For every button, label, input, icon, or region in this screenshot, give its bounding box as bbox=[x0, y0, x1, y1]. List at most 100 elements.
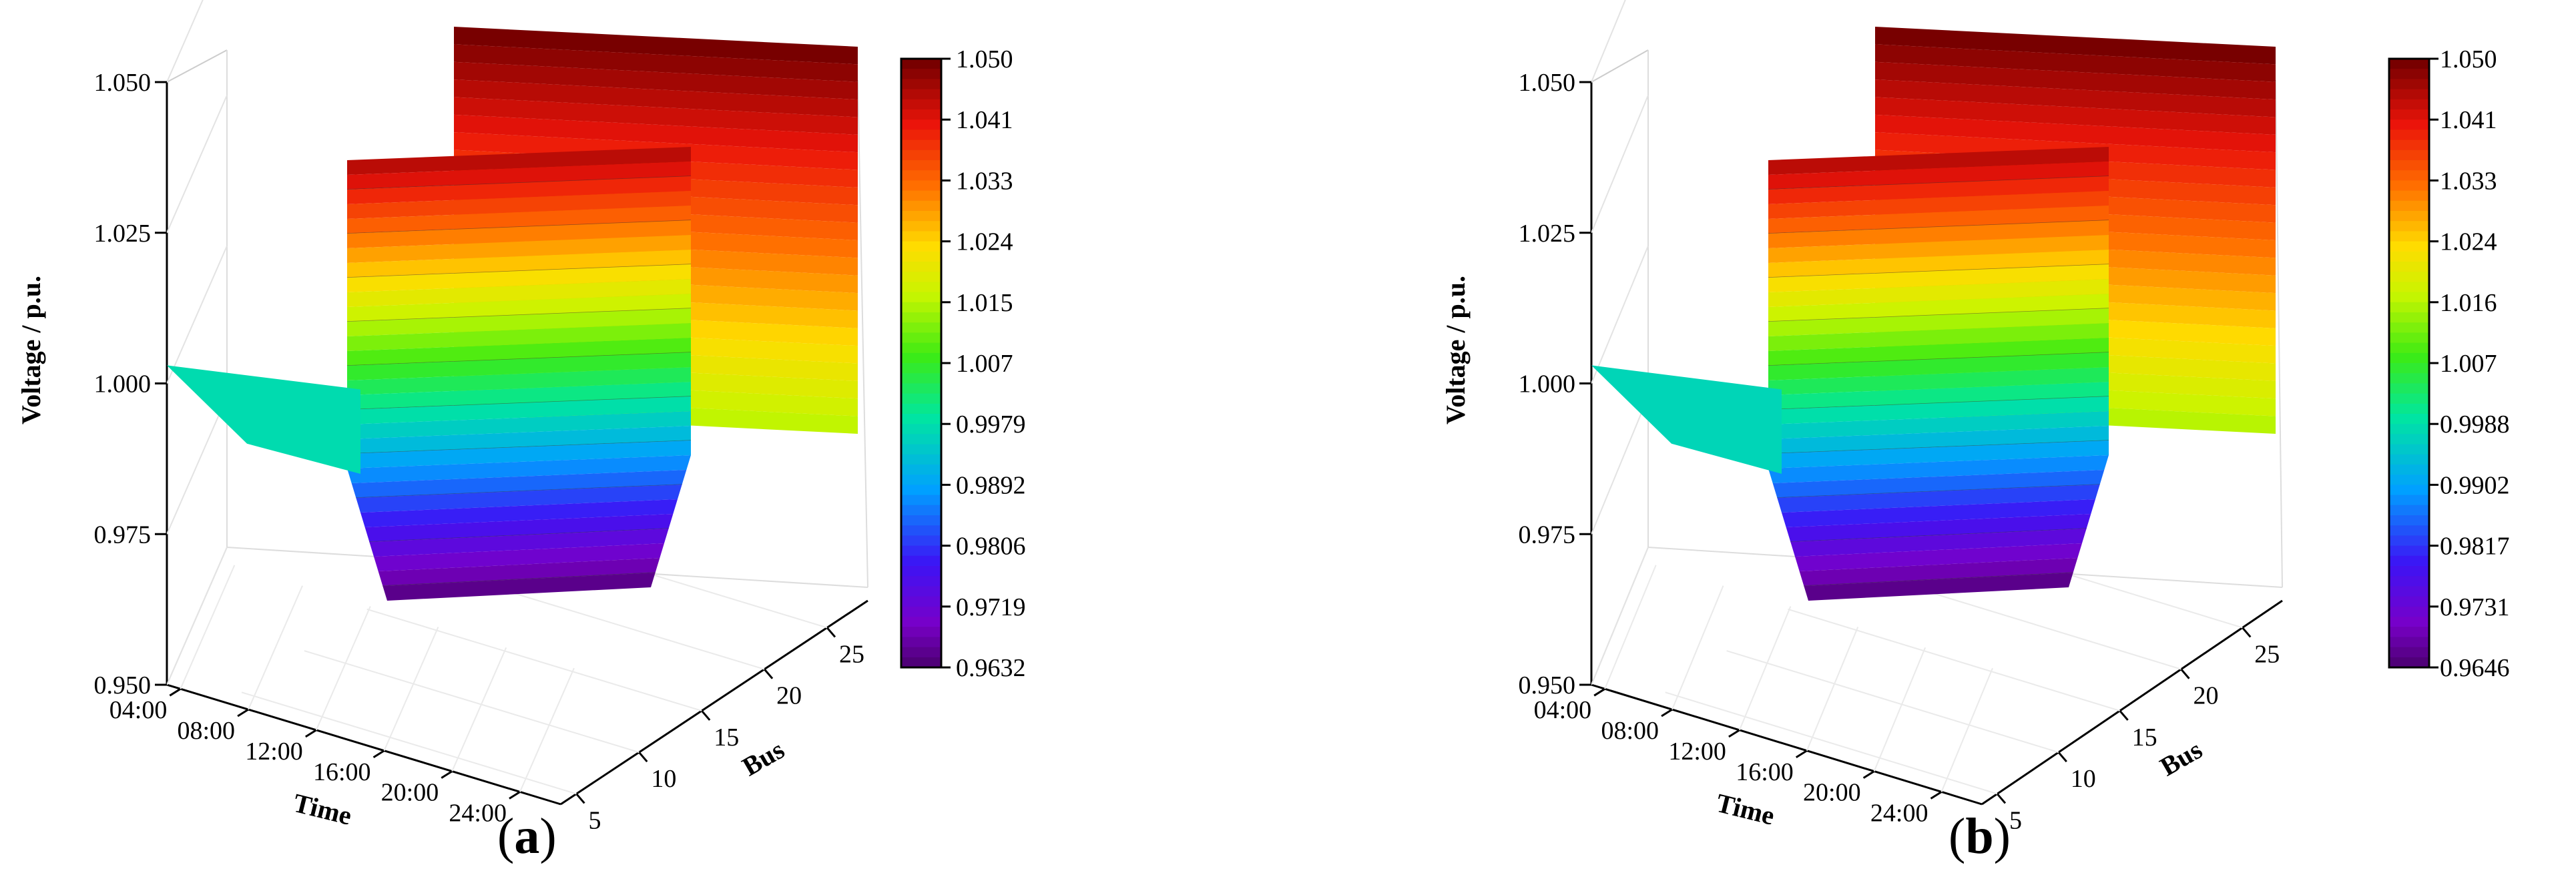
colorbar-segment bbox=[901, 190, 941, 202]
surface-band bbox=[347, 176, 691, 204]
surface-band bbox=[1875, 44, 2276, 82]
colorbar-segment bbox=[2389, 617, 2429, 628]
z-gridline bbox=[1591, 95, 1649, 234]
panel-label-b: (b) bbox=[1949, 808, 2011, 864]
colorbar-segment bbox=[901, 403, 941, 414]
colorbar-segment bbox=[2389, 454, 2429, 465]
z-gridline bbox=[166, 0, 204, 83]
z-tick-label: 1.000 bbox=[94, 370, 152, 398]
colorbar-tick-label: 0.9979 bbox=[956, 410, 1026, 438]
colorbar-segment bbox=[2389, 129, 2429, 141]
z-tick-label: 1.050 bbox=[94, 69, 152, 97]
colorbar-segment bbox=[901, 393, 941, 404]
surface-band bbox=[347, 411, 691, 439]
surface-band bbox=[347, 264, 691, 292]
panel-label-a: (a) bbox=[497, 808, 557, 864]
colorbar-segment bbox=[901, 160, 941, 172]
colorbar-segment bbox=[901, 566, 941, 577]
time-tick-label: 04:00 bbox=[109, 696, 168, 724]
bus-tick bbox=[638, 752, 648, 763]
colorbar-segment bbox=[2389, 525, 2429, 537]
colorbar-tick-label: 0.9892 bbox=[956, 471, 1026, 499]
bus-axis-line bbox=[560, 599, 868, 806]
colorbar-tick-label: 1.041 bbox=[956, 106, 1013, 134]
time-tick-label: 08:00 bbox=[1601, 717, 1659, 745]
bus-tick-label: 20 bbox=[776, 682, 802, 710]
colorbar-segment bbox=[2389, 211, 2429, 222]
surface-band bbox=[1768, 367, 2109, 395]
bus-axis-title: Bus bbox=[737, 734, 789, 782]
colorbar-segment bbox=[2389, 109, 2429, 121]
colorbar-segment bbox=[901, 637, 941, 648]
colorbar-segment bbox=[2389, 403, 2429, 414]
colorbar-segment bbox=[901, 139, 941, 151]
colorbar-segment bbox=[901, 292, 941, 303]
time-gridline bbox=[1738, 606, 1792, 731]
colorbar-segment bbox=[901, 576, 941, 587]
colorbar-segment bbox=[2389, 180, 2429, 192]
surface-band bbox=[1790, 529, 2087, 557]
surface-band bbox=[1777, 485, 2100, 513]
surface-band bbox=[1782, 499, 2095, 527]
colorbar-segment bbox=[901, 272, 941, 283]
time-tick bbox=[1930, 791, 1943, 800]
colorbar-segment bbox=[901, 596, 941, 607]
colorbar-segment bbox=[2389, 272, 2429, 283]
colorbar-b bbox=[2388, 57, 2438, 669]
colorbar-segment bbox=[2389, 363, 2429, 374]
bus-tick bbox=[575, 793, 585, 804]
bus-tick bbox=[763, 668, 774, 679]
colorbar-segment bbox=[901, 627, 941, 638]
time-tick bbox=[1795, 750, 1808, 759]
grid-lines-b bbox=[1579, 0, 2283, 806]
colorbar-segment bbox=[2389, 170, 2429, 182]
surface-band bbox=[347, 220, 691, 248]
colorbar-segment bbox=[901, 69, 941, 80]
bus-gridline bbox=[304, 650, 639, 754]
bus-tick-label: 15 bbox=[714, 723, 739, 752]
colorbar-segment bbox=[2389, 444, 2429, 455]
colorbar-segment bbox=[901, 89, 941, 100]
surface-band bbox=[1768, 440, 2109, 469]
surface-band bbox=[347, 250, 691, 278]
bus-gridline bbox=[1665, 691, 1998, 795]
chart-panel-b: 0.950 0.975 1.000 1.025 1.050 04:00 08:00 12:00… bbox=[1288, 0, 2575, 889]
colorbar-segment bbox=[901, 505, 941, 516]
surface-band bbox=[347, 382, 691, 410]
time-tick bbox=[237, 708, 249, 717]
bus-tick bbox=[2119, 709, 2129, 721]
colorbar-segment bbox=[901, 282, 941, 293]
colorbar-segment bbox=[901, 221, 941, 232]
surface-band bbox=[1875, 61, 2276, 100]
colorbar-segment bbox=[2389, 576, 2429, 587]
surface-band bbox=[347, 294, 691, 322]
colorbar-tick-label: 0.9817 bbox=[2440, 533, 2510, 561]
colorbar-segment bbox=[901, 150, 941, 161]
surface-band bbox=[1768, 396, 2109, 424]
colorbar-segment bbox=[2389, 555, 2429, 567]
colorbar-segment bbox=[901, 363, 941, 374]
back-edge-top-left bbox=[1591, 49, 1649, 83]
time-tick bbox=[1862, 770, 1875, 779]
time-gridline bbox=[315, 606, 371, 731]
colorbar-segment bbox=[2389, 657, 2429, 668]
colorbar-segment bbox=[2389, 322, 2429, 334]
bus-tick-label: 5 bbox=[2009, 806, 2022, 834]
colorbar-segment bbox=[901, 312, 941, 324]
time-axis-title: Time bbox=[290, 788, 354, 831]
colorbar-segment bbox=[2389, 231, 2429, 242]
colorbar-tick-label: 1.050 bbox=[956, 45, 1013, 73]
colorbar-segment bbox=[901, 617, 941, 628]
colorbar-segment bbox=[901, 414, 941, 425]
surface-band bbox=[1768, 220, 2109, 248]
colorbar-segment bbox=[2389, 251, 2429, 262]
time-tick-label: 12:00 bbox=[1668, 737, 1726, 766]
colorbar-segment bbox=[2389, 383, 2429, 394]
time-tick-label: 04:00 bbox=[1534, 696, 1592, 724]
surface-band bbox=[1768, 250, 2109, 278]
z-tick-label: 1.025 bbox=[94, 220, 152, 248]
z-tick-label: 1.025 bbox=[1519, 220, 1576, 248]
surface-band bbox=[347, 147, 691, 175]
bus-tick-label: 25 bbox=[2254, 640, 2280, 668]
surface-band bbox=[1772, 470, 2105, 498]
